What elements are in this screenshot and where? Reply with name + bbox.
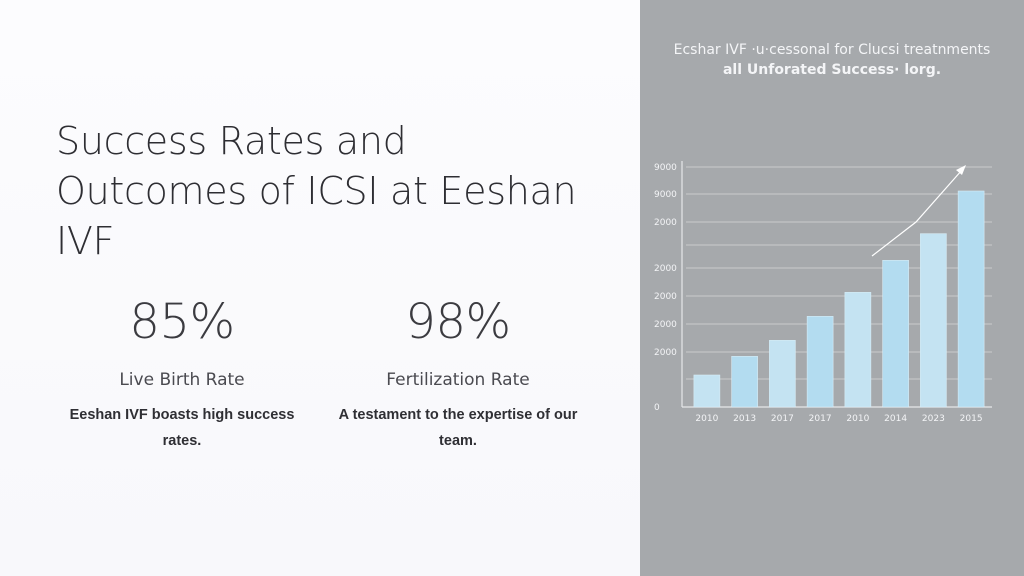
stat-live-birth: 85% Live Birth Rate Eeshan IVF boasts hi… — [52, 290, 312, 454]
bar — [769, 340, 796, 408]
y-tick-label: 2000 — [654, 264, 677, 274]
stat-value: 85% — [129, 294, 235, 350]
stat-fertilization: 98% Fertilization Rate A testament to th… — [328, 290, 588, 454]
chart-heading-line2: all Unforated Success· lorg. — [722, 62, 942, 78]
x-tick-label: 2023 — [922, 414, 945, 424]
stat-value: 98% — [405, 294, 511, 350]
x-tick-label: 2017 — [809, 414, 832, 424]
y-tick-label: 2000 — [654, 292, 677, 302]
stat-label: Live Birth Rate — [119, 370, 245, 390]
y-tick-label: 9000 — [654, 163, 677, 173]
chart-heading: Ecshar IVF ·u·cessonal for Clucsi treatn… — [640, 40, 1024, 80]
y-tick-label: 2000 — [654, 320, 677, 330]
x-tick-label: 2013 — [733, 414, 756, 424]
bar — [844, 292, 872, 408]
bar — [693, 374, 721, 408]
y-tick-label: 9000 — [654, 190, 677, 200]
bar — [806, 316, 834, 408]
stat-label: Fertilization Rate — [386, 370, 530, 390]
bar — [957, 190, 985, 408]
bar — [882, 260, 909, 408]
stat-description: Eeshan IVF boasts high success rates. — [69, 407, 295, 449]
y-tick-label: 2000 — [654, 348, 677, 358]
trend-line — [871, 169, 963, 257]
x-tick-label: 2017 — [771, 414, 794, 424]
bar — [920, 233, 947, 408]
chart-heading-line1: Ecshar IVF ·u·cessonal for Clucsi treatn… — [673, 42, 991, 58]
x-tick-label: 2010 — [695, 414, 718, 424]
x-tick-label: 2015 — [960, 414, 983, 424]
stat-description: A testament to the expertise of our team… — [338, 407, 578, 449]
y-tick-label: 0 — [654, 403, 660, 413]
slide-title: Success Rates and Outcomes of ICSI at Ee… — [56, 119, 577, 263]
x-tick-label: 2014 — [884, 414, 907, 424]
trend-arrowhead — [956, 165, 966, 175]
text-panel: Success Rates and Outcomes of ICSI at Ee… — [0, 0, 640, 576]
x-tick-label: 2010 — [846, 414, 869, 424]
bar-chart: 0 2000 2000 2000 2000 2000 9000 9000 2010 2013 201… — [654, 161, 992, 424]
y-tick-label: 2000 — [654, 218, 677, 228]
bar — [731, 356, 758, 408]
